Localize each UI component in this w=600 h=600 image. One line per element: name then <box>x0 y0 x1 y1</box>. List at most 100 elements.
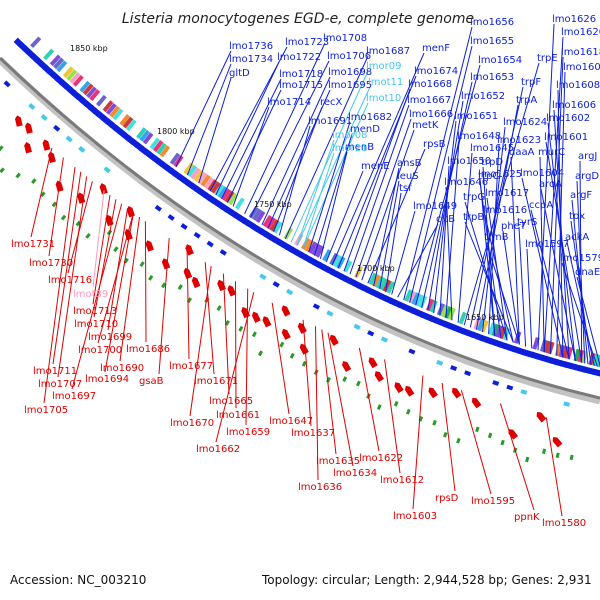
gc-skew-mark <box>301 360 307 367</box>
gene-label-acka: ackA <box>565 232 589 243</box>
inner-feature-box <box>436 359 444 366</box>
leader-line-trpb <box>464 221 514 343</box>
leader-line-lmo1722 <box>215 61 280 196</box>
gene-label-lmo1620: lmo1620 <box>561 27 600 38</box>
gc-skew-mark <box>251 331 257 338</box>
kbp-tick-1700: 1700 kbp <box>357 264 395 273</box>
leader-line-lmo1626 <box>537 23 555 351</box>
reverse-cds-arrow <box>191 276 201 289</box>
reverse-cds-arrow <box>24 141 32 154</box>
leader-line-lmo1595 <box>460 390 492 495</box>
gene-label-lmo1667: lmo1667 <box>407 95 451 106</box>
inner-feature-box <box>180 223 188 230</box>
gene-label-trpa: trpA <box>516 95 537 106</box>
inner-feature-box <box>154 204 162 212</box>
reverse-cds-arrow <box>251 311 261 323</box>
gc-skew-mark <box>456 437 461 444</box>
gene-label-lmo1715: lmo1715 <box>279 80 323 91</box>
gene-label-tyrs: tyrS <box>517 217 537 228</box>
leader-line-lmo1580 <box>545 417 563 517</box>
reverse-cds-arrow <box>124 228 133 241</box>
inner-feature-box <box>464 370 472 377</box>
gene-label-lmo1713: lmo1713 <box>73 306 117 317</box>
reverse-cds-arrow <box>227 285 237 297</box>
cog-category-box <box>562 345 570 359</box>
gene-label-rpsd: rpsD <box>435 493 459 504</box>
inner-feature-box <box>3 80 11 88</box>
gene-label-lmor21: lmor21 <box>332 143 367 154</box>
gene-label-lmo1695: lmo1695 <box>328 80 372 91</box>
cog-category-box <box>343 260 353 273</box>
leader-line-lmo1691 <box>278 125 311 236</box>
cog-category-box <box>79 80 91 93</box>
cog-category-box <box>308 241 318 254</box>
gene-label-lmo1670: lmo1670 <box>170 418 214 429</box>
gc-skew-mark <box>238 325 244 332</box>
gene-label-trpc: trpC <box>478 171 499 182</box>
gene-label-lmot10: lmot10 <box>366 93 401 104</box>
inner-feature-box <box>408 348 416 355</box>
leader-line-argd <box>576 180 586 364</box>
gene-label-mend: menD <box>350 124 380 135</box>
gene-label-dnae: dnaE <box>575 267 600 278</box>
gene-label-lmo1666: lmo1666 <box>409 109 453 120</box>
leader-line-ansb <box>373 167 400 287</box>
accession-text: Accession: NC_003210 <box>10 573 146 587</box>
leader-line-lmo1624 <box>482 126 506 332</box>
leader-line-metk <box>361 129 415 281</box>
leader-line-lmo1705 <box>43 167 76 404</box>
leader-line-ppnk <box>499 403 535 511</box>
inner-feature-box <box>193 231 201 239</box>
gene-label-lmo1690: lmo1690 <box>100 363 144 374</box>
leader-line-lmo1656 <box>403 26 473 301</box>
gene-label-lmo1625: lmo1625 <box>478 169 522 180</box>
cog-category-box <box>156 142 167 155</box>
gc-skew-mark <box>355 380 361 387</box>
reverse-cds-arrow <box>14 115 23 127</box>
gene-label-lmor09: lmor09 <box>366 61 401 72</box>
gene-label-mene: menE <box>361 161 390 172</box>
inner-feature-box <box>103 166 111 174</box>
cog-category-box <box>596 354 600 368</box>
gene-label-lmo1595: lmo1595 <box>471 496 515 507</box>
gc-skew-mark <box>475 426 480 433</box>
leader-line-lmo1697 <box>71 203 123 390</box>
cog-category-box <box>203 176 215 190</box>
gene-label-aroa: aroA <box>539 179 562 190</box>
leader-line-lmo1730 <box>48 157 64 257</box>
reverse-cds-arrow <box>299 343 309 355</box>
leader-line-lmo1710 <box>93 199 117 318</box>
leader-line-lmot10 <box>302 102 369 250</box>
gene-label-recx: recX <box>320 97 343 108</box>
gc-skew-mark <box>555 452 560 459</box>
gene-label-trpf: trpF <box>521 77 541 88</box>
cog-category-box <box>491 323 500 337</box>
gene-label-lmo1623: lmo1623 <box>497 135 541 146</box>
cog-category-box <box>149 137 161 150</box>
map-title: Listeria monocytogenes EGD-e, complete g… <box>122 11 474 27</box>
reverse-cds-arrow <box>536 412 547 423</box>
reverse-cds-arrow <box>428 387 438 399</box>
gc-skew-mark <box>432 419 437 426</box>
leader-line-lmo1634 <box>327 332 354 467</box>
gc-skew-mark <box>487 432 493 439</box>
gene-label-trpd: trpD <box>481 157 503 168</box>
reverse-cds-arrow <box>508 429 519 440</box>
cog-category-box <box>72 74 84 87</box>
leader-line-lmo1706 <box>249 60 330 218</box>
cog-category-box <box>368 272 378 286</box>
gene-label-lmo1653: lmo1653 <box>470 72 514 83</box>
gene-label-rpsb: rpsB <box>423 139 446 150</box>
gc-skew-mark <box>0 145 4 152</box>
cog-category-box <box>112 108 124 121</box>
gc-skew-mark <box>405 408 411 415</box>
reverse-cds-arrow <box>394 382 404 394</box>
reverse-cds-arrow <box>471 397 482 409</box>
gene-label-argf: argF <box>570 190 592 201</box>
leader-line-mene <box>325 170 364 263</box>
cog-category-box <box>283 227 294 240</box>
inner-feature-box <box>53 124 61 132</box>
gene-label-lmo1698: lmo1698 <box>328 67 372 78</box>
reverse-cds-arrow <box>42 139 51 151</box>
cog-category-box <box>476 318 485 332</box>
